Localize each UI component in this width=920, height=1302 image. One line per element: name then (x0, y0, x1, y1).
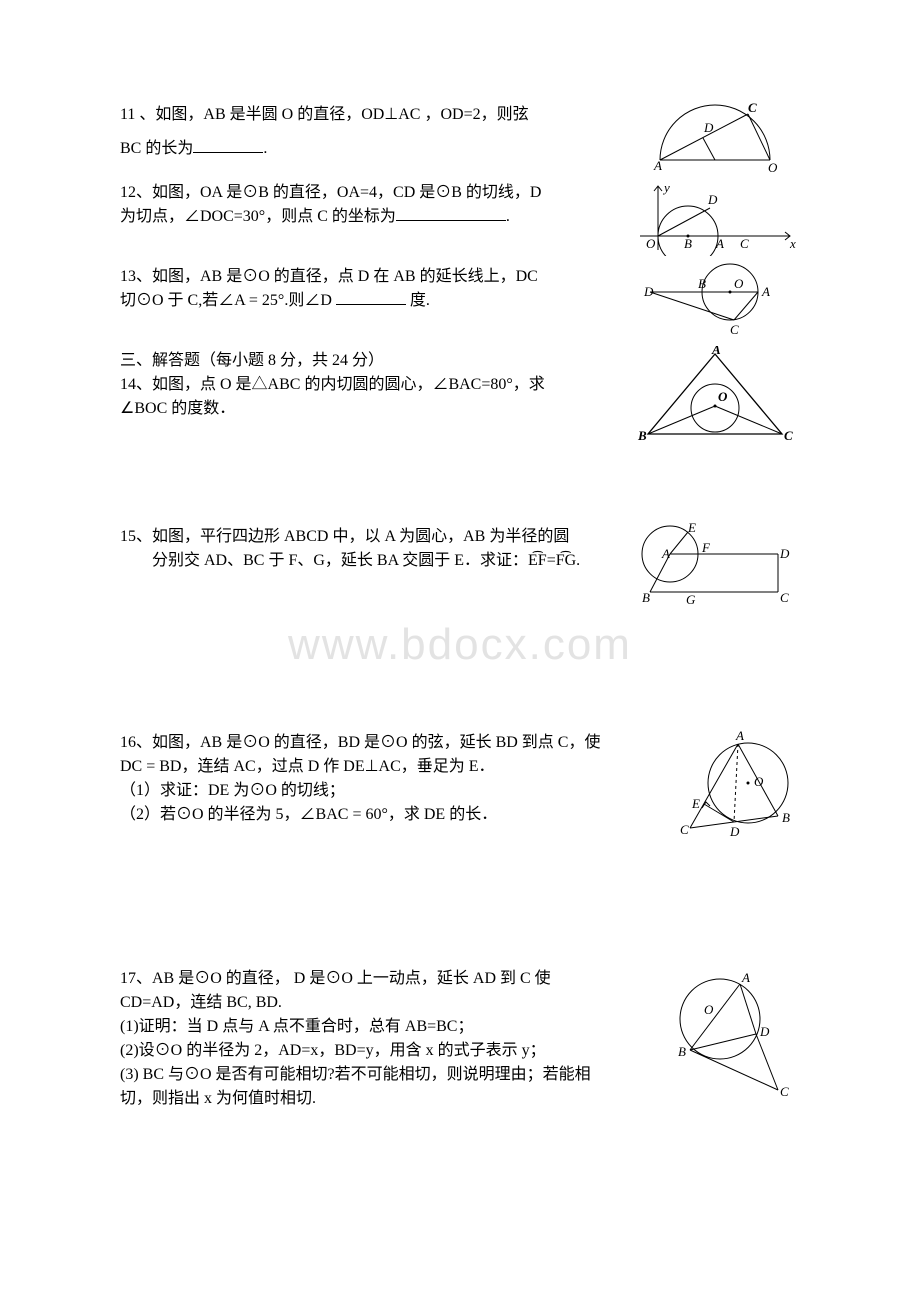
q12-line2a: 为切点，∠DOC=30°，则点 C 的坐标为 (120, 208, 396, 225)
figure-q16: A B C D E O (670, 728, 800, 848)
fig16-label-b: B (782, 810, 790, 825)
fig16-label-e: E (691, 796, 700, 811)
q13-blank (336, 288, 406, 305)
fig13-label-c: C (730, 322, 739, 337)
fig17-label-c: C (780, 1084, 789, 1099)
fig15-label-g: G (686, 592, 696, 607)
fig15-label-d: D (779, 546, 790, 561)
q17-line4: (2)设⊙O 的半径为 2，AD=x，BD=y，用含 x 的式子表示 y； (120, 1036, 652, 1060)
q13-line2a: 切⊙O 于 C,若∠A = 25°.则∠D (120, 292, 336, 309)
fig11-label-a: A (653, 158, 662, 172)
figure-q15: A B C D E F G (620, 522, 800, 612)
fig16-label-c: C (680, 822, 689, 837)
q11-line2b: . (263, 140, 267, 157)
fig12-label-c: C (740, 236, 749, 251)
q16-line3: （1）求证：DE 为⊙O 的切线； (120, 776, 662, 800)
q11-blank (193, 136, 263, 153)
fig11-label-c: C (748, 100, 757, 115)
figure-q13: D B O A C (630, 262, 800, 340)
fig13-label-d: D (643, 284, 654, 299)
fig13-label-b: B (698, 276, 706, 291)
q17-line3: (1)证明：当 D 点与 A 点不重合时，总有 AB=BC； (120, 1012, 652, 1036)
q11-line2a: BC 的长为 (120, 140, 193, 157)
q17-line6: 切，则指出 x 为何值时相切. (120, 1084, 652, 1108)
q15-line1: 15、如图，平行四边形 ABCD 中，以 A 为圆心，AB 为半径的圆 (120, 522, 612, 546)
fig12-label-y: y (662, 180, 670, 195)
fig15-label-f: F (701, 540, 711, 555)
fig15-label-c: C (780, 590, 789, 605)
figure-q12: O B A C x y D (630, 178, 800, 256)
fig16-label-o: O (754, 774, 764, 789)
fig17-label-b: B (678, 1044, 686, 1059)
q13-line2b: 度. (406, 292, 430, 309)
q12-blank (396, 204, 506, 221)
fig16-label-a: A (735, 728, 744, 743)
section3-title: 三、解答题（每小题 8 分，共 24 分） (120, 346, 622, 370)
fig17-label-a: A (741, 970, 750, 985)
q14-line1: 14、如图，点 O 是△ABC 的内切圆的圆心，∠BAC=80°，求 (120, 370, 622, 394)
fig14-label-c: C (784, 428, 793, 443)
q16-line1: 16、如图，AB 是⊙O 的直径，BD 是⊙O 的弦，延长 BD 到点 C，使 (120, 728, 662, 752)
q13-line1: 13、如图，AB 是⊙O 的直径，点 D 在 AB 的延长线上，DC (120, 262, 622, 286)
q12-line1: 12、如图，OA 是⊙B 的直径，OA=4，CD 是⊙B 的切线，D (120, 178, 622, 202)
fig14-label-b: B (637, 428, 647, 443)
fig15-label-b: B (642, 590, 650, 605)
fig12-label-x: x (789, 236, 796, 251)
fig14-label-a: A (711, 346, 721, 357)
fig13-label-o: O (734, 276, 744, 291)
fig12-label-d: D (707, 192, 718, 207)
q12-line2b: . (506, 208, 510, 225)
fig13-label-a: A (761, 284, 770, 299)
q16-line4: （2）若⊙O 的半径为 5，∠BAC = 60°，求 DE 的长． (120, 800, 662, 824)
fig15-label-e: E (687, 522, 696, 535)
q16-line2: DC = BD，连结 AC，过点 D 作 DE⊥AC，垂足为 E． (120, 752, 662, 776)
q14-line2: ∠BOC 的度数． (120, 394, 622, 418)
figure-q14: A B C O (630, 346, 800, 446)
fig17-label-o: O (704, 1002, 714, 1017)
fig17-label-d: D (759, 1024, 770, 1039)
fig12-label-a: A (715, 236, 724, 251)
fig12-label-o: O (646, 236, 656, 251)
q17-line1: 17、AB 是⊙O 的直径， D 是⊙O 上一动点，延长 AD 到 C 使 (120, 964, 652, 988)
figure-q11: A O C D (640, 100, 800, 172)
fig11-label-d: D (703, 120, 714, 135)
figure-q17: A B C D O (660, 964, 800, 1104)
fig16-label-d: D (729, 824, 740, 839)
fig14-label-o: O (718, 389, 728, 404)
fig12-label-b: B (684, 236, 692, 251)
q17-line5: (3) BC 与⊙O 是否有可能相切?若不可能相切，则说明理由；若能相 (120, 1060, 652, 1084)
q11-line1: 11 、如图，AB 是半圆 O 的直径，OD⊥AC ，OD=2，则弦 (120, 100, 632, 124)
q17-line2: CD=AD，连结 BC, BD. (120, 988, 652, 1012)
fig15-label-a: A (661, 546, 670, 561)
fig11-label-o: O (768, 160, 778, 172)
q15-line2: 分别交 AD、BC 于 F、G，延长 BA 交圆于 E．求证：E͡F=F͡G. (120, 546, 612, 570)
